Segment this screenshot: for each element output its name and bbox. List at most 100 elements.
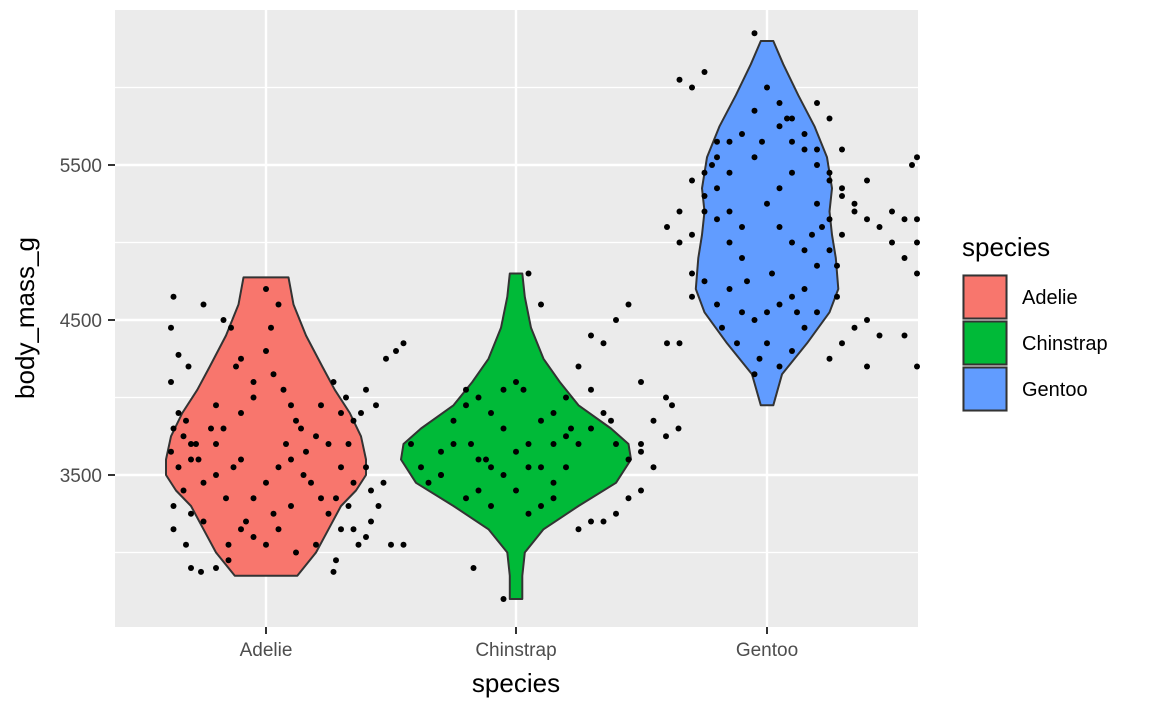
data-point-adelie [233, 363, 239, 370]
data-point-adelie [380, 479, 387, 486]
data-point-gentoo [701, 69, 708, 75]
data-point-adelie [355, 541, 362, 548]
data-point-adelie [238, 526, 244, 533]
data-point-gentoo [789, 293, 795, 300]
data-point-adelie [208, 425, 214, 432]
data-point-chinstrap [663, 433, 669, 440]
data-point-gentoo [676, 76, 683, 83]
x-tick-label: Adelie [240, 640, 293, 661]
data-point-gentoo [839, 185, 845, 192]
data-point-gentoo [801, 286, 808, 292]
x-axis: Adelie Chinstrap Gentoo [240, 627, 798, 661]
data-point-adelie [170, 425, 177, 432]
data-point-gentoo [819, 224, 825, 230]
data-point-gentoo [914, 363, 920, 370]
data-point-gentoo [909, 162, 915, 168]
data-point-adelie [188, 510, 194, 517]
data-point-adelie [223, 495, 229, 502]
data-point-chinstrap [475, 487, 482, 494]
data-point-chinstrap [520, 386, 527, 393]
data-point-adelie [180, 487, 187, 494]
data-point-adelie [188, 456, 194, 463]
data-point-gentoo [814, 262, 820, 269]
data-point-chinstrap [663, 394, 669, 401]
data-point-adelie [175, 464, 182, 471]
data-point-adelie [238, 456, 244, 463]
data-point-gentoo [776, 123, 783, 130]
data-point-chinstrap [418, 464, 424, 471]
data-point-gentoo [801, 324, 808, 331]
data-point-adelie [338, 410, 344, 416]
x-tick-label: Chinstrap [475, 640, 556, 661]
data-point-adelie [275, 464, 282, 471]
data-point-chinstrap [613, 441, 619, 447]
data-point-adelie [200, 301, 207, 308]
data-point-adelie [193, 441, 199, 447]
data-point-gentoo [801, 131, 808, 137]
data-point-gentoo [901, 332, 908, 339]
data-point-chinstrap [538, 417, 544, 424]
data-point-gentoo [826, 355, 833, 362]
data-point-gentoo [764, 340, 770, 347]
data-point-gentoo [764, 200, 770, 207]
data-point-chinstrap [650, 464, 657, 471]
data-point-gentoo [776, 224, 783, 230]
data-point-adelie [300, 472, 307, 478]
y-tick-label: 4500 [60, 311, 102, 332]
data-point-adelie [228, 324, 234, 331]
data-point-gentoo [851, 208, 858, 215]
data-point-adelie [183, 541, 189, 548]
data-point-gentoo [689, 270, 695, 277]
data-point-adelie [175, 351, 182, 358]
data-point-gentoo [751, 107, 758, 114]
data-point-adelie [375, 503, 382, 509]
data-point-chinstrap [600, 410, 607, 416]
data-point-adelie [345, 441, 352, 447]
data-point-gentoo [756, 355, 763, 362]
data-point-gentoo [809, 231, 815, 238]
data-point-gentoo [676, 208, 683, 215]
data-point-adelie [343, 394, 349, 401]
data-point-chinstrap [613, 510, 619, 517]
data-point-gentoo [714, 154, 720, 161]
data-point-gentoo [701, 169, 708, 176]
data-point-chinstrap [575, 441, 582, 447]
data-point-chinstrap [638, 379, 644, 385]
jitter-points [168, 30, 920, 602]
data-point-chinstrap [550, 479, 557, 486]
data-point-adelie [325, 441, 332, 447]
data-point-gentoo [789, 138, 795, 145]
data-point-gentoo [889, 239, 895, 246]
data-point-chinstrap [625, 495, 632, 502]
data-point-chinstrap [613, 317, 619, 323]
data-point-chinstrap [575, 363, 582, 370]
data-point-chinstrap [588, 332, 594, 339]
data-point-adelie [168, 379, 174, 385]
data-point-adelie [220, 317, 227, 323]
data-point-adelie [313, 433, 319, 440]
data-point-chinstrap [525, 270, 532, 277]
data-point-adelie [188, 441, 194, 447]
data-point-adelie [270, 371, 277, 378]
data-point-chinstrap [500, 596, 507, 602]
data-point-adelie [288, 503, 294, 509]
data-point-gentoo [714, 185, 720, 192]
data-point-gentoo [784, 115, 790, 122]
data-point-chinstrap [538, 301, 544, 308]
data-point-adelie [230, 464, 237, 471]
data-point-chinstrap [575, 526, 582, 533]
data-point-gentoo [794, 309, 800, 316]
data-point-adelie [293, 417, 299, 424]
data-point-gentoo [826, 169, 833, 176]
data-point-gentoo [726, 138, 733, 145]
data-point-chinstrap [488, 464, 494, 471]
data-point-gentoo [714, 301, 720, 308]
data-point-gentoo [914, 239, 920, 246]
data-point-adelie [180, 433, 187, 440]
data-point-adelie [238, 355, 244, 362]
data-point-adelie [263, 286, 269, 292]
data-point-adelie [175, 410, 182, 416]
data-point-chinstrap [650, 417, 657, 424]
data-point-gentoo [689, 231, 695, 238]
data-point-adelie [263, 479, 269, 486]
